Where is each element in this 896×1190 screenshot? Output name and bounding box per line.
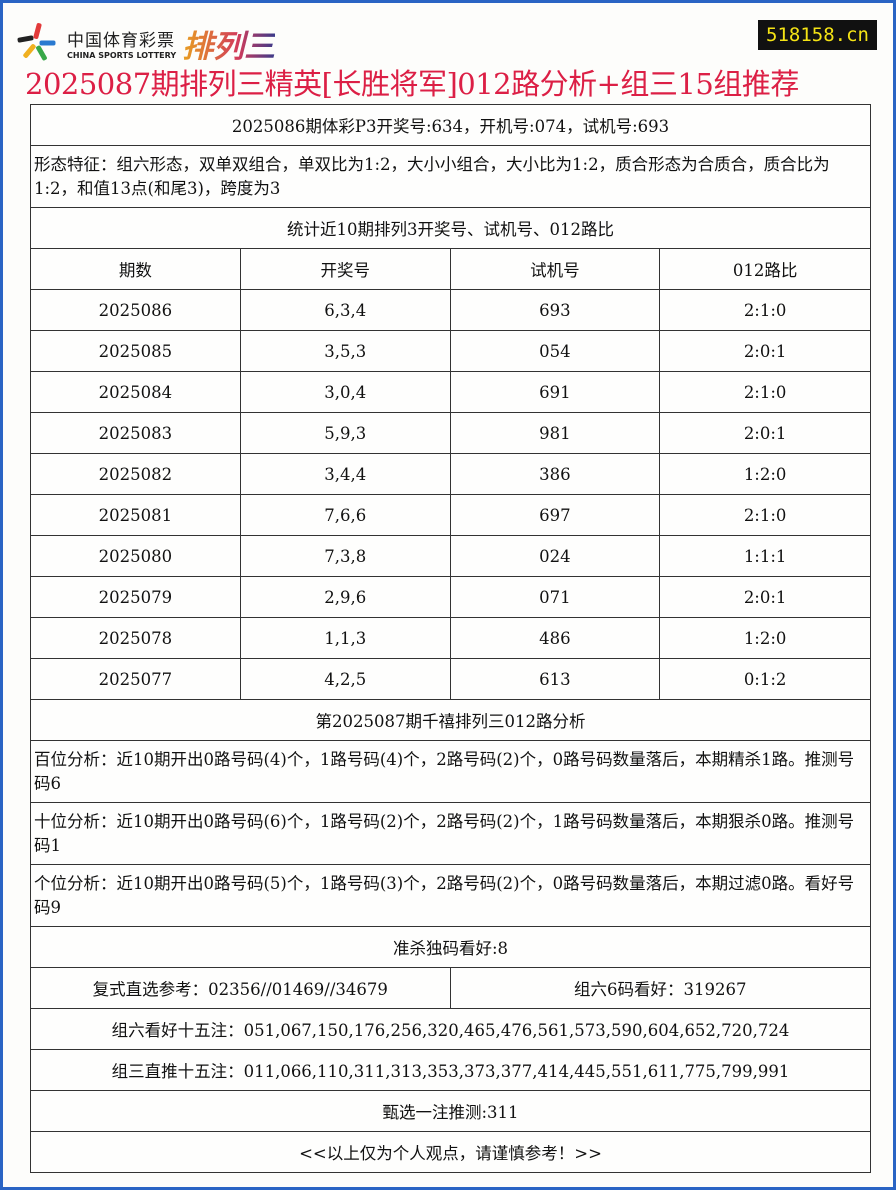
table-cell: 2025086 <box>30 289 241 331</box>
table-cell: 697 <box>449 494 661 536</box>
lottery-logo: 中国体育彩票 CHINA SPORTS LOTTERY 排列三 <box>17 21 275 66</box>
table-cell: 2025078 <box>30 617 241 659</box>
table-row: 2025085 3,5,3 054 2:0:1 <box>30 330 871 372</box>
pick: 甄选一注推测:311 <box>30 1090 871 1132</box>
table-cell: 2:0:1 <box>659 412 871 454</box>
col-header: 试机号 <box>449 248 661 290</box>
table-cell: 2,9,6 <box>239 576 451 618</box>
table-cell: 613 <box>449 658 661 700</box>
site-badge[interactable]: 518158.cn <box>758 20 877 50</box>
stats-title: 统计近10期排列3开奖号、试机号、012路比 <box>30 207 871 249</box>
table-row: 2025086 6,3,4 693 2:1:0 <box>30 289 871 331</box>
table-cell: 4,2,5 <box>239 658 451 700</box>
table-cell: 981 <box>449 412 661 454</box>
col-header: 期数 <box>30 248 241 290</box>
table-cell: 6,3,4 <box>239 289 451 331</box>
logo-star-icon <box>17 22 61 63</box>
table-cell: 2:1:0 <box>659 494 871 536</box>
table-cell: 1,1,3 <box>239 617 451 659</box>
table-cell: 3,5,3 <box>239 330 451 372</box>
table-row: 2025079 2,9,6 071 2:0:1 <box>30 576 871 618</box>
logo-game: 排列三 <box>182 21 275 66</box>
table-cell: 5,9,3 <box>239 412 451 454</box>
table-cell: 024 <box>449 535 661 577</box>
table-cell: 2025081 <box>30 494 241 536</box>
table-row: 2025078 1,1,3 486 1:2:0 <box>30 617 871 659</box>
table-cell: 2:1:0 <box>659 289 871 331</box>
col-header: 012路比 <box>659 248 871 290</box>
table-row: 2025084 3,0,4 691 2:1:0 <box>30 371 871 413</box>
table-row: 2025080 7,3,8 024 1:1:1 <box>30 535 871 577</box>
table-cell: 0:1:2 <box>659 658 871 700</box>
table-cell: 2:1:0 <box>659 371 871 413</box>
table-cell: 3,0,4 <box>239 371 451 413</box>
table-cell: 1:1:1 <box>659 535 871 577</box>
table-header: 期数 开奖号 试机号 012路比 <box>30 248 871 290</box>
analysis-tens: 十位分析：近10期开出0路号码(6)个，1路号码(2)个，2路号码(2)个，1路… <box>30 802 871 865</box>
analysis-units: 个位分析：近10期开出0路号码(5)个，1路号码(3)个，2路号码(2)个，0路… <box>30 864 871 927</box>
analysis-table: 2025086期体彩P3开奖号:634，开机号:074，试机号:693 形态特征… <box>30 104 872 1173</box>
table-cell: 386 <box>449 453 661 495</box>
table-cell: 2025085 <box>30 330 241 372</box>
zu3-15: 组三直推十五注：011,066,110,311,313,353,373,377,… <box>30 1049 871 1091</box>
summary: 2025086期体彩P3开奖号:634，开机号:074，试机号:693 <box>30 104 871 146</box>
table-cell: 071 <box>449 576 661 618</box>
table-cell: 1:2:0 <box>659 617 871 659</box>
table-cell: 2025079 <box>30 576 241 618</box>
table-cell: 2025080 <box>30 535 241 577</box>
kill-number: 准杀独码看好:8 <box>30 926 871 968</box>
table-cell: 691 <box>449 371 661 413</box>
table-cell: 2:0:1 <box>659 330 871 372</box>
table-cell: 2025082 <box>30 453 241 495</box>
logo-en: CHINA SPORTS LOTTERY <box>67 51 177 60</box>
table-cell: 7,6,6 <box>239 494 451 536</box>
table-cell: 486 <box>449 617 661 659</box>
table-cell: 1:2:0 <box>659 453 871 495</box>
analysis-hundreds: 百位分析：近10期开出0路号码(4)个，1路号码(4)个，2路号码(2)个，0路… <box>30 740 871 803</box>
table-cell: 2:0:1 <box>659 576 871 618</box>
table-cell: 693 <box>449 289 661 331</box>
table-row: 2025083 5,9,3 981 2:0:1 <box>30 412 871 454</box>
table-row: 2025077 4,2,5 613 0:1:2 <box>30 658 871 700</box>
table-row: 2025082 3,4,4 386 1:2:0 <box>30 453 871 495</box>
table-row: 2025081 7,6,6 697 2:1:0 <box>30 494 871 536</box>
table-cell: 2025077 <box>30 658 241 700</box>
table-cell: 3,4,4 <box>239 453 451 495</box>
zu6-15: 组六看好十五注：051,067,150,176,256,320,465,476,… <box>30 1008 871 1050</box>
analysis-title: 第2025087期千禧排列三012路分析 <box>30 699 871 741</box>
col-header: 开奖号 <box>239 248 451 290</box>
features: 形态特征：组六形态，双单双组合，单双比为1:2，大小小组合，大小比为1:2，质合… <box>30 145 871 208</box>
table-cell: 7,3,8 <box>239 535 451 577</box>
zu6-6code: 组六6码看好：319267 <box>449 967 872 1009</box>
page: 中国体育彩票 CHINA SPORTS LOTTERY 排列三 518158.c… <box>3 3 893 1187</box>
footer-note: <<以上仅为个人观点，请谨慎参考！>> <box>30 1131 871 1173</box>
page-title: 2025087期排列三精英[长胜将军]012路分析+组三15组推荐 <box>25 67 799 101</box>
logo-cn: 中国体育彩票 <box>67 31 175 51</box>
table-cell: 054 <box>449 330 661 372</box>
table-cell: 2025084 <box>30 371 241 413</box>
fushi-ref: 复式直选参考：02356//01469//34679 <box>30 967 451 1009</box>
table-cell: 2025083 <box>30 412 241 454</box>
